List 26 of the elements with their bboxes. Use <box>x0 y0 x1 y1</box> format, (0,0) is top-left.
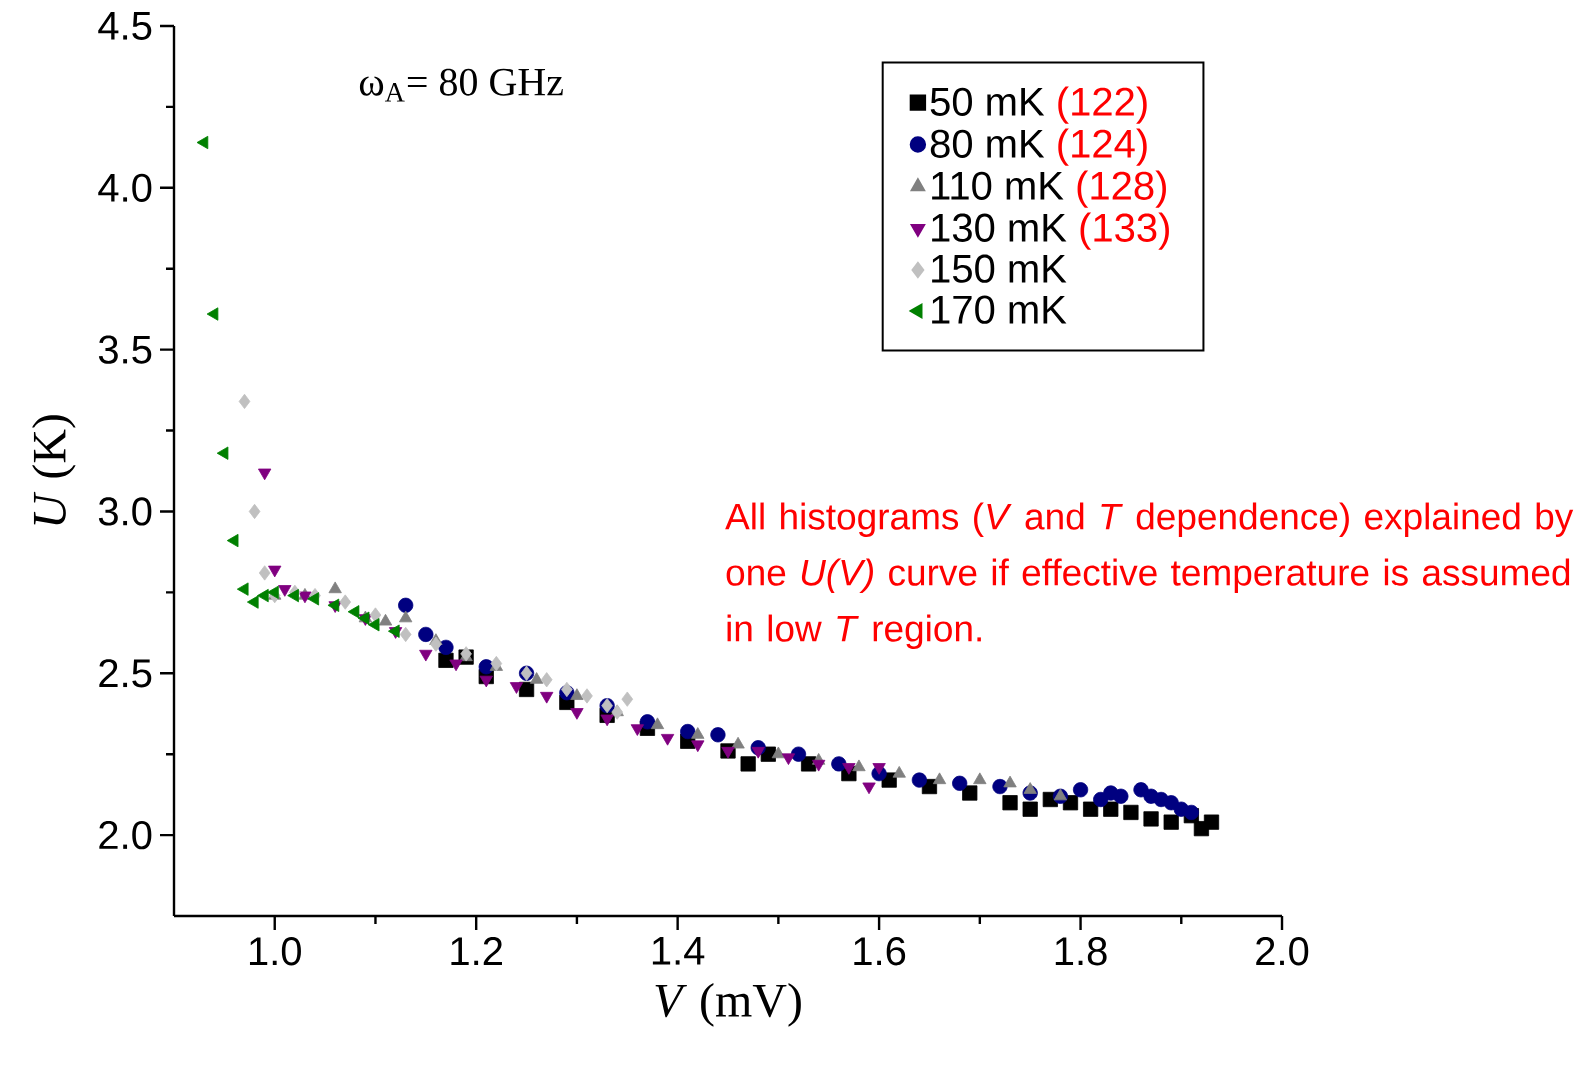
y-axis-title: U (K) <box>32 415 76 525</box>
y-tick-label: 3.0 <box>98 497 152 526</box>
x-axis-title: V (mV) <box>655 983 801 1027</box>
legend-label: 130 mK <box>932 213 1067 242</box>
annotation: ω$_{A}$= 80 GHz <box>359 68 563 102</box>
y-tick-label: 2.5 <box>99 659 152 688</box>
legend-label: 170 mK <box>932 295 1067 324</box>
annotation: (124) <box>1058 128 1147 166</box>
y-tick-label: 4.0 <box>98 173 152 202</box>
x-tick-label: 1.6 <box>854 937 906 966</box>
x-tick-label: 1.0 <box>249 937 301 966</box>
legend-label: 110 mK <box>932 171 1064 200</box>
x-tick-label: 1.8 <box>1055 937 1107 966</box>
legend-label: 150 mK <box>932 254 1067 283</box>
x-tick-label: 1.4 <box>652 937 705 965</box>
y-tick-label: 3.5 <box>98 335 152 364</box>
legend-label: 80 mK <box>930 129 1045 158</box>
x-tick-label: 2.0 <box>1256 937 1309 966</box>
y-tick-label: 2.0 <box>99 820 152 850</box>
legend-label: 50 mK <box>930 87 1045 116</box>
annotation: (133) <box>1080 212 1169 250</box>
x-tick-label: 1.2 <box>451 937 502 965</box>
annotation: (128) <box>1077 170 1166 208</box>
text: All histograms (V and T dependence) explained by one U(V) curve if effective temperature is assumed in low T region. <box>725 502 1574 650</box>
y-tick-label: 4.5 <box>98 12 152 40</box>
annotation: (122) <box>1058 86 1147 124</box>
